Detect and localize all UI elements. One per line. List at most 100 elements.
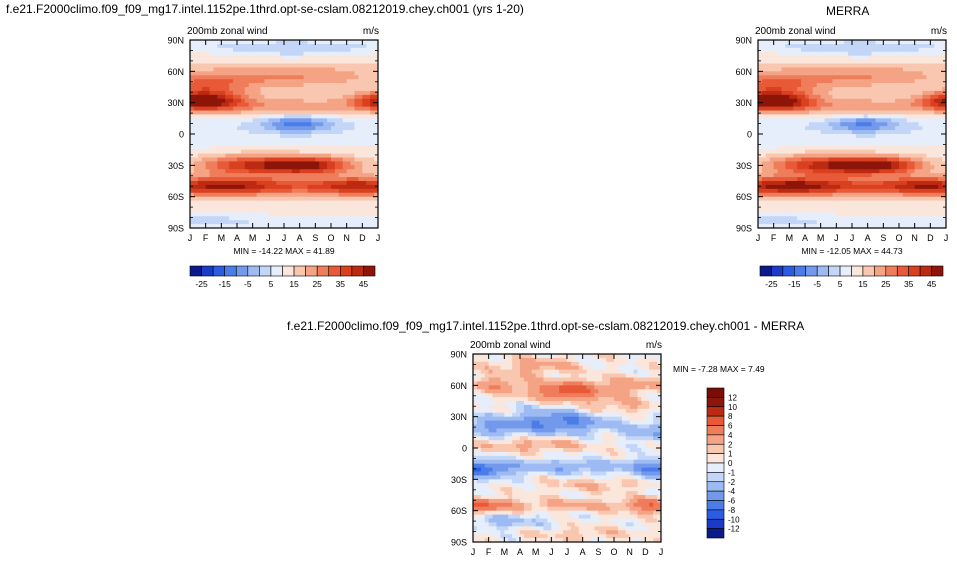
heatmap-cell (930, 153, 935, 159)
heatmap-cell (209, 141, 215, 147)
heatmap-cell (887, 126, 892, 131)
heatmap-cell (902, 145, 908, 151)
heatmap-cell (887, 59, 892, 65)
heatmap-cell (797, 200, 802, 206)
heatmap-cell (844, 63, 849, 69)
heatmap-cell (190, 126, 195, 131)
heatmap-cell (362, 47, 367, 53)
heatmap-cell (327, 102, 332, 108)
heatmap-cell (910, 83, 916, 88)
heatmap-cell (476, 397, 482, 402)
heatmap-cell (855, 130, 861, 135)
heatmap-cell (820, 153, 826, 159)
heatmap-cell (863, 118, 869, 123)
heatmap-cell (848, 67, 853, 72)
heatmap-cell (910, 204, 916, 210)
heatmap-cell (264, 71, 269, 76)
heatmap-cell (311, 106, 316, 112)
heatmap-cell (303, 212, 309, 217)
heatmap-cell (303, 165, 309, 170)
heatmap-cell (781, 102, 787, 108)
heatmap-cell (346, 216, 352, 221)
heatmap-cell (875, 40, 881, 45)
heatmap-cell (350, 90, 356, 96)
heatmap-cell (761, 216, 767, 221)
heatmap-cell (891, 79, 896, 84)
heatmap-cell (773, 177, 779, 182)
heatmap-cell (233, 126, 238, 131)
heatmap-cell (781, 130, 787, 135)
heatmap-cell (358, 169, 363, 174)
heatmap-cell (938, 208, 943, 213)
heatmap-cell (902, 106, 908, 112)
heatmap-cell (769, 126, 775, 131)
heatmap-cell (934, 208, 939, 213)
heatmap-cell (338, 51, 344, 57)
heatmap-cell (891, 90, 896, 96)
heatmap-cell (221, 137, 226, 143)
heatmap-cell (863, 106, 869, 112)
heatmap-cell (789, 130, 794, 135)
heatmap-cell (229, 110, 234, 116)
heatmap-cell (217, 212, 222, 217)
heatmap-cell (299, 47, 305, 53)
heatmap-cell (248, 55, 254, 61)
heatmap-cell (863, 177, 869, 182)
heatmap-cell (237, 114, 242, 119)
heatmap-cell (233, 196, 238, 202)
heatmap-cell (225, 83, 230, 88)
heatmap-cell (366, 137, 371, 143)
heatmap-cell (879, 87, 884, 92)
heatmap-cell (225, 106, 230, 112)
heatmap-cell (859, 184, 865, 190)
heatmap-cell (213, 118, 219, 123)
heatmap-cell (895, 149, 900, 155)
heatmap-cell (190, 75, 195, 80)
heatmap-cell (785, 184, 790, 190)
heatmap-cell (197, 55, 203, 61)
heatmap-cell (338, 196, 344, 202)
heatmap-cell (887, 204, 892, 210)
heatmap-cell (311, 212, 316, 217)
heatmap-cell (934, 79, 939, 84)
heatmap-cell (268, 110, 273, 116)
heatmap-cell (855, 204, 861, 210)
heatmap-cell (879, 130, 884, 135)
heatmap-cell (260, 200, 266, 206)
heatmap-cell (295, 83, 301, 88)
heatmap-cell (793, 102, 798, 108)
heatmap-cell (190, 122, 195, 127)
heatmap-cell (816, 118, 822, 123)
heatmap-cell (272, 98, 277, 104)
heatmap-cell (777, 157, 783, 163)
heatmap-cell (899, 83, 904, 88)
heatmap-cell (758, 149, 763, 155)
heatmap-cell (221, 122, 226, 127)
heatmap-cell (938, 165, 943, 170)
heatmap-cell (334, 153, 340, 159)
heatmap-cell (287, 87, 293, 92)
heatmap-cell (906, 184, 912, 190)
heatmap-cell (769, 145, 775, 151)
heatmap-cell (848, 145, 853, 151)
heatmap-cell (777, 118, 783, 123)
heatmap-cell (374, 90, 378, 96)
heatmap-cell (221, 204, 226, 210)
heatmap-cell (938, 173, 943, 178)
heatmap-cell (879, 145, 884, 151)
heatmap-cell (773, 220, 779, 225)
heatmap-cell (268, 114, 273, 119)
heatmap-cell (863, 192, 869, 198)
heatmap-cell (930, 161, 935, 166)
heatmap-cell (773, 55, 779, 61)
heatmap-cell (323, 83, 328, 88)
heatmap-cell (319, 94, 324, 100)
heatmap-cell (190, 134, 195, 139)
heatmap-cell (272, 137, 277, 143)
heatmap-cell (875, 149, 881, 155)
heatmap-cell (926, 153, 931, 159)
heatmap-cell (820, 43, 826, 49)
heatmap-cell (315, 216, 320, 221)
heatmap-cell (331, 87, 336, 92)
heatmap-cell (855, 83, 861, 88)
